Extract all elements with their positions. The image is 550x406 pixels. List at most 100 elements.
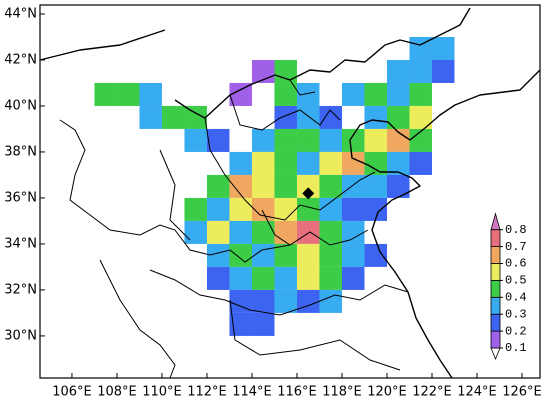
cell <box>229 243 252 267</box>
cell <box>184 128 207 152</box>
cell <box>229 197 252 221</box>
cell <box>274 174 297 198</box>
cell <box>364 82 387 106</box>
axes: 106°E 108°E 110°E 112°E 114°E 116°E 118°E 120°E… <box>4 6 542 399</box>
cell <box>229 289 252 313</box>
cell <box>229 82 252 106</box>
cell <box>274 289 297 313</box>
cell <box>319 243 342 267</box>
cell <box>296 151 320 175</box>
cell <box>386 59 410 83</box>
x-tick-label: 108°E <box>97 385 137 400</box>
cell <box>341 197 365 221</box>
cell <box>206 266 230 290</box>
cell <box>274 243 297 267</box>
cell <box>296 266 320 290</box>
y-tick-label: 30°N <box>4 328 37 343</box>
cell <box>319 220 342 244</box>
cell <box>296 220 320 244</box>
cell <box>274 105 297 129</box>
cell <box>296 243 320 267</box>
cell <box>364 128 387 152</box>
cell <box>139 82 162 106</box>
cell <box>161 105 185 129</box>
cell <box>409 128 432 152</box>
frame <box>39 4 541 379</box>
y-tick-label: 36°N <box>4 190 37 205</box>
colorbar-segment <box>490 330 501 349</box>
cell <box>274 220 297 244</box>
cell <box>319 128 342 152</box>
colorbar-high <box>490 212 501 231</box>
cell <box>206 174 230 198</box>
y-tick-label: 32°N <box>4 282 37 297</box>
cell <box>206 197 230 221</box>
colorbar-label: 0.6 <box>505 257 527 271</box>
cell <box>229 312 252 336</box>
cell <box>431 36 455 60</box>
cell <box>409 36 432 60</box>
cell <box>251 312 275 336</box>
cell <box>364 105 387 129</box>
boundaries <box>39 7 541 379</box>
y-tick-label: 34°N <box>4 236 37 251</box>
cell <box>116 82 140 106</box>
cell <box>229 174 252 198</box>
cell <box>341 243 365 267</box>
cell <box>206 220 230 244</box>
cell <box>251 197 275 221</box>
y-tick-label: 42°N <box>4 52 37 67</box>
cell <box>251 151 275 175</box>
cell <box>184 105 207 129</box>
x-tick-label: 120°E <box>367 385 407 400</box>
colorbar-segment <box>490 296 501 315</box>
cell <box>386 174 410 198</box>
cell <box>409 151 432 175</box>
cell <box>319 151 342 175</box>
colorbar-segment <box>490 263 501 281</box>
cell <box>274 59 297 83</box>
cell <box>251 243 275 267</box>
x-tick-label: 122°E <box>412 385 452 400</box>
cell <box>319 197 342 221</box>
cell <box>341 82 365 106</box>
cell <box>206 128 230 152</box>
cell <box>341 220 365 244</box>
cell <box>409 59 432 83</box>
cell <box>364 243 387 267</box>
cell <box>386 151 410 175</box>
cells <box>94 36 455 336</box>
cell <box>319 266 342 290</box>
colorbar-segment <box>490 313 501 332</box>
colorbar: 0.1 0.2 0.3 0.4 0.5 0.6 0.7 0.8 <box>490 212 527 361</box>
colorbar-label: 0.5 <box>505 274 527 288</box>
colorbar-low <box>490 347 501 361</box>
cell <box>296 197 320 221</box>
x-tick-label: 118°E <box>322 385 362 400</box>
x-tick-label: 112°E <box>187 385 227 400</box>
cell <box>386 128 410 152</box>
colorbar-segment <box>490 246 501 264</box>
cell <box>94 82 117 106</box>
x-tick-label: 124°E <box>457 385 497 400</box>
cell <box>184 197 207 221</box>
cell <box>139 105 162 129</box>
cell <box>431 59 455 83</box>
cell <box>341 266 365 290</box>
cell <box>364 151 387 175</box>
y-tick-label: 44°N <box>4 6 37 21</box>
x-tick-label: 110°E <box>142 385 182 400</box>
colorbar-label: 0.4 <box>505 290 527 304</box>
cell <box>251 289 275 313</box>
cell <box>319 105 342 129</box>
cell <box>274 82 297 106</box>
cell <box>274 266 297 290</box>
cell <box>251 128 275 152</box>
x-tick-label: 116°E <box>277 385 317 400</box>
cell <box>274 128 297 152</box>
x-tick-label: 106°E <box>52 385 92 400</box>
y-tick-label: 38°N <box>4 144 37 159</box>
cell <box>386 105 410 129</box>
cell <box>274 151 297 175</box>
